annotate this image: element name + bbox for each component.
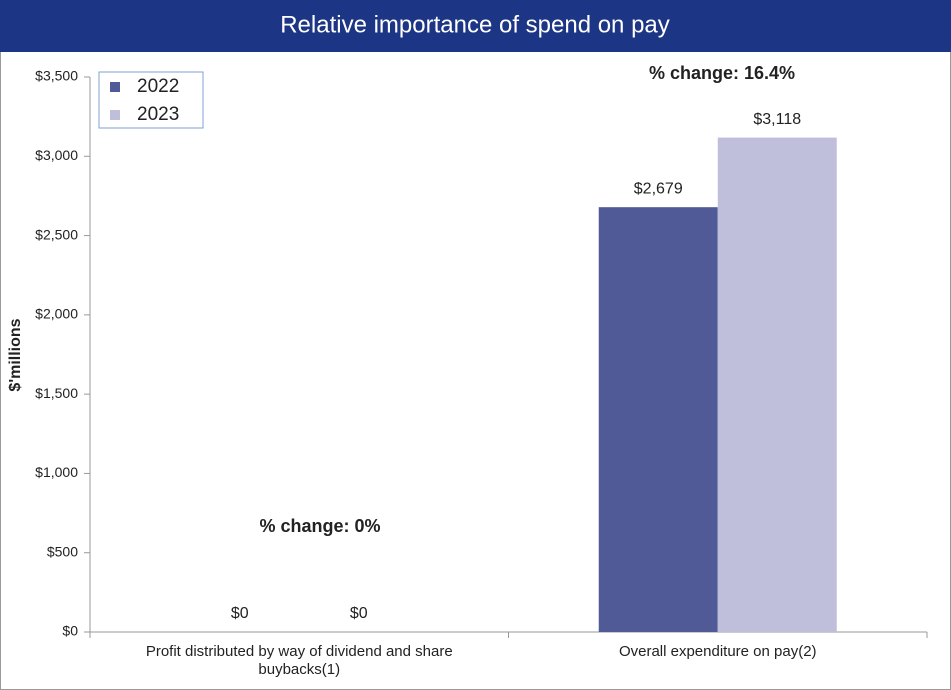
bar [598, 207, 718, 633]
chart-title: Relative importance of spend on pay [280, 11, 670, 38]
bar [717, 137, 837, 632]
y-tick-label: $1,000 [35, 464, 78, 480]
annotation: % change: 0% [259, 516, 380, 536]
y-tick-label: $0 [62, 623, 78, 639]
title-bar [0, 0, 951, 52]
legend-label: 2022 [137, 76, 179, 97]
y-tick-label: $3,000 [35, 147, 78, 163]
y-tick-label: $2,500 [35, 226, 78, 242]
x-tick-label: Overall expenditure on pay(2) [618, 643, 817, 660]
annotation: % change: 16.4% [649, 63, 795, 83]
legend-swatch [110, 82, 120, 92]
y-axis-label: $'millions [7, 318, 24, 391]
data-label: $0 [350, 605, 368, 622]
y-tick-label: $500 [47, 543, 78, 559]
data-label: $2,679 [634, 180, 683, 197]
y-tick-label: $1,500 [35, 385, 78, 401]
legend-swatch [110, 110, 120, 120]
data-label: $3,118 [753, 111, 801, 128]
legend-label: 2023 [137, 104, 179, 125]
y-tick-label: $3,500 [35, 68, 78, 84]
y-tick-label: $2,000 [35, 306, 78, 322]
x-tick-label: Profit distributed by way of dividend an… [145, 643, 453, 678]
data-label: $0 [231, 605, 249, 622]
